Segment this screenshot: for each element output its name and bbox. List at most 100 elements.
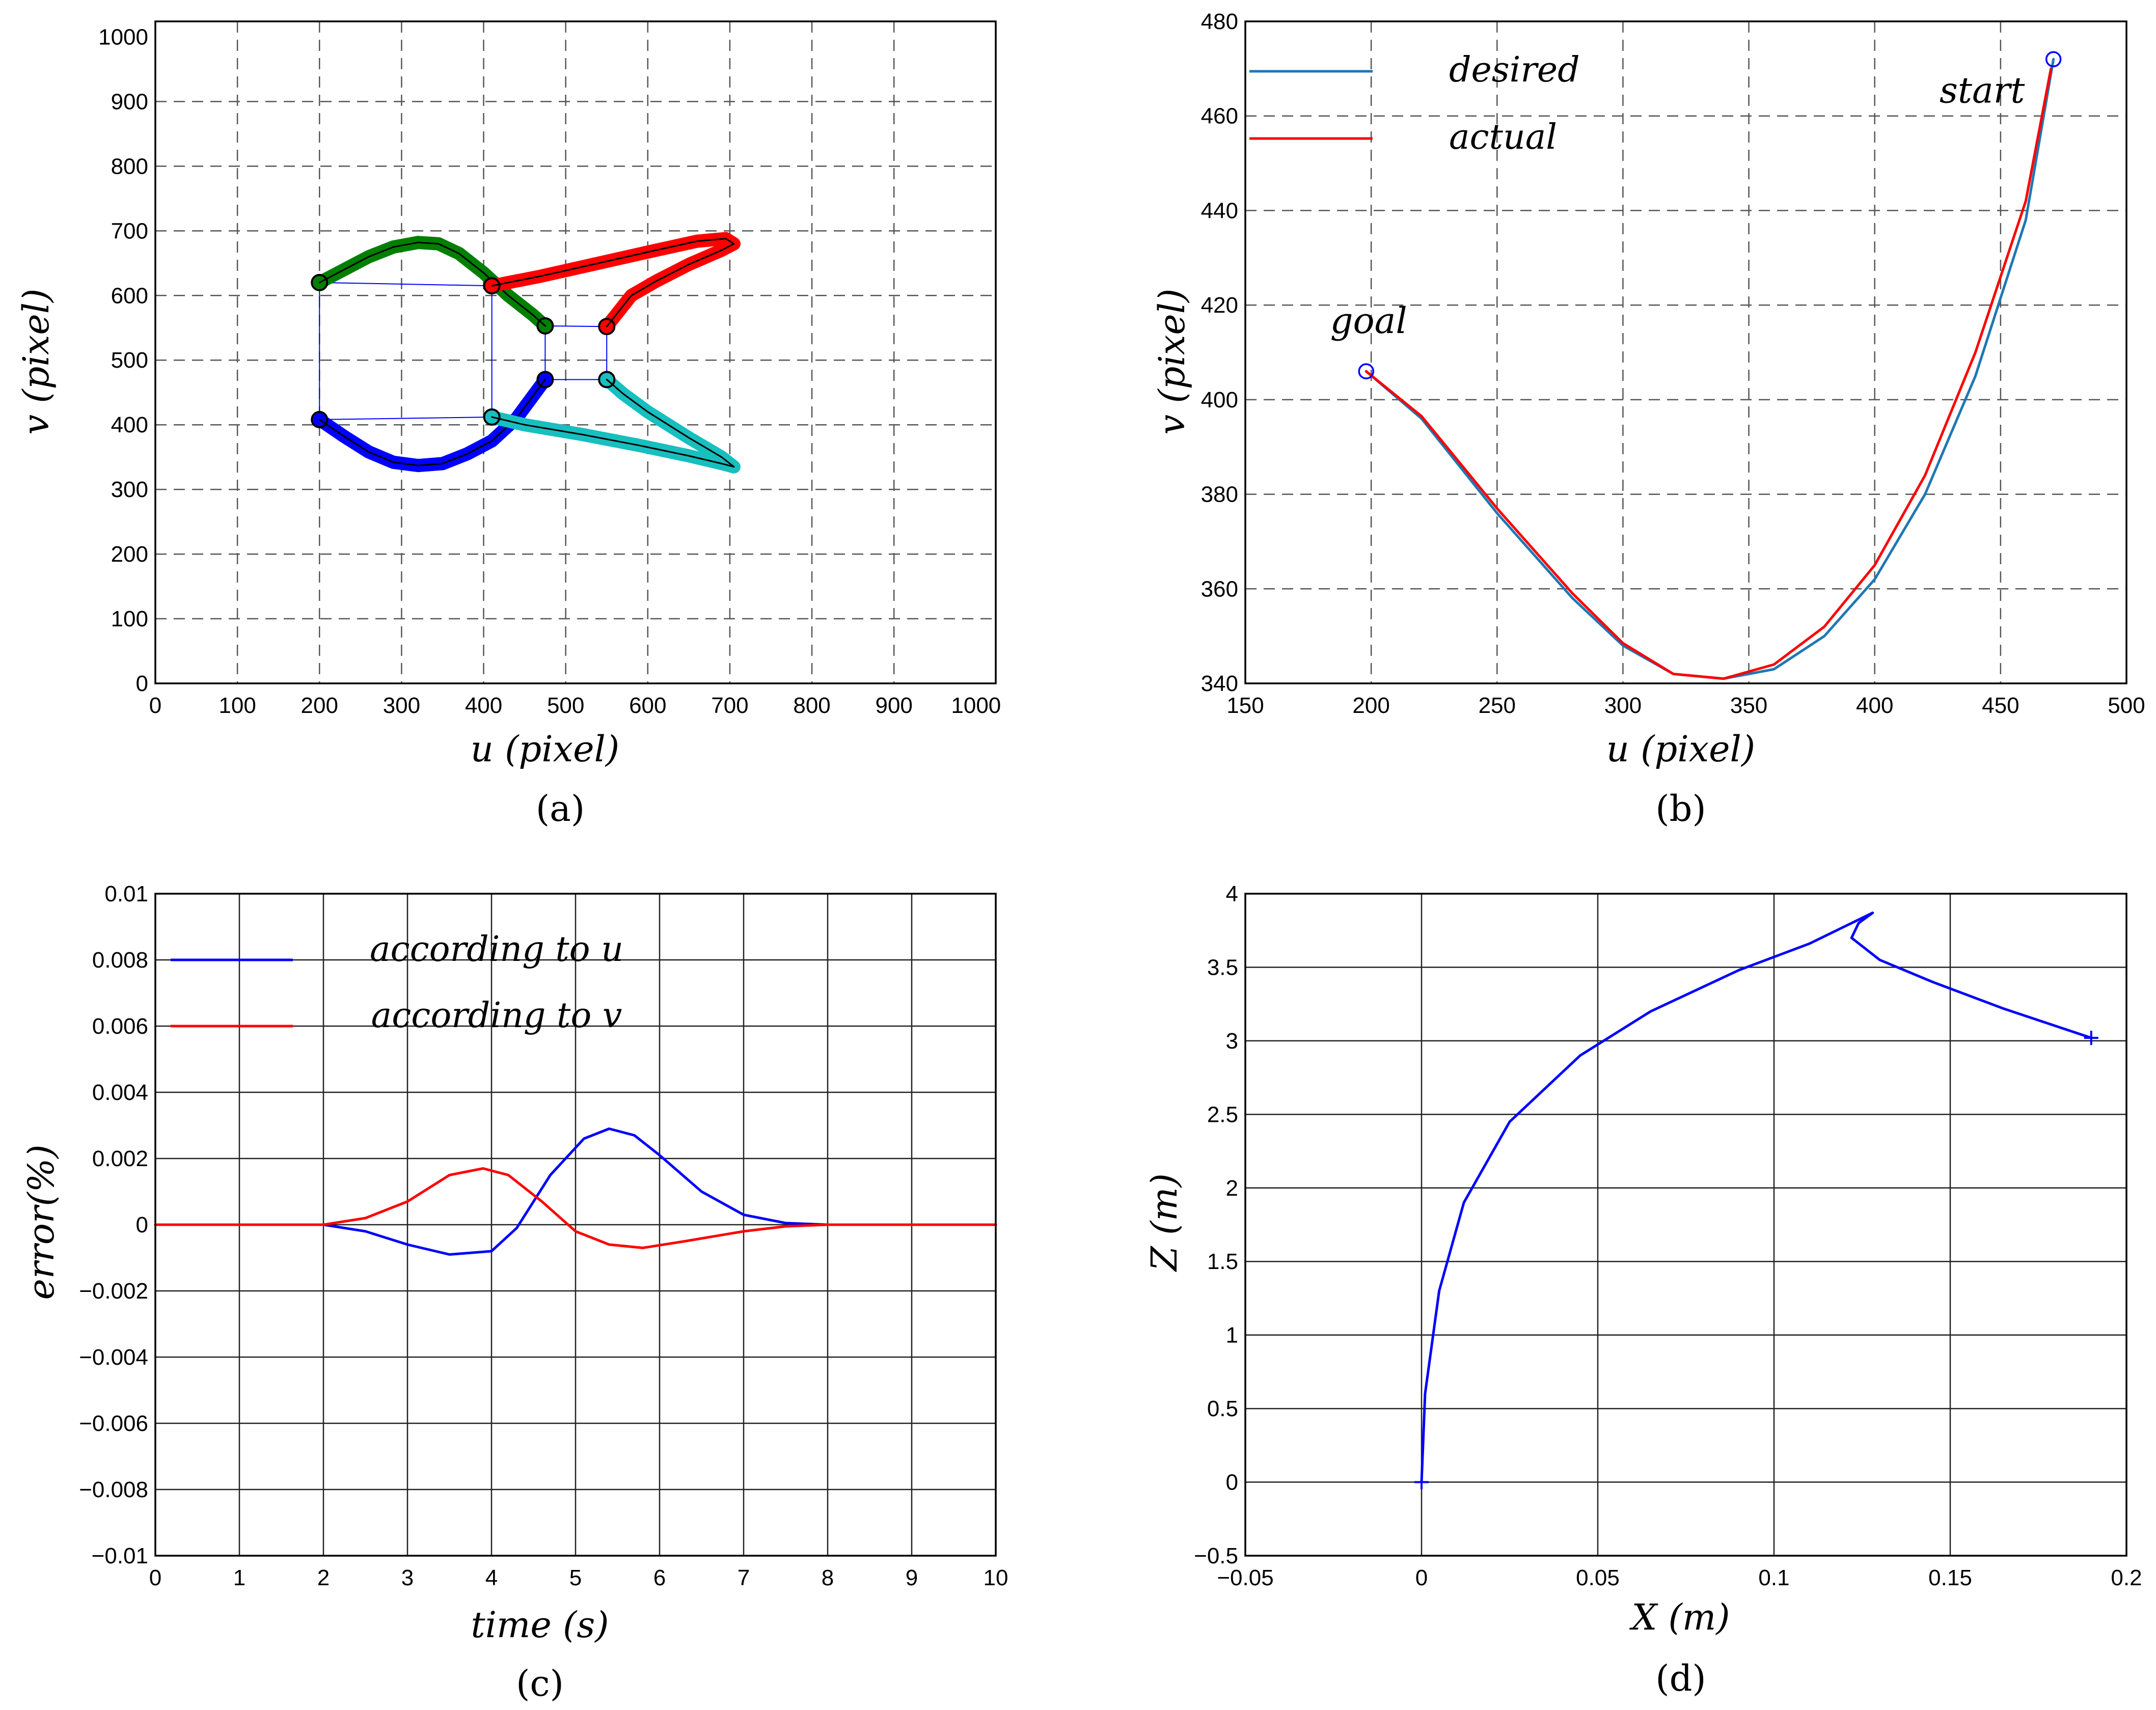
x-tick-label: 0	[149, 693, 161, 718]
plot-area	[1245, 21, 2126, 683]
x-tick-label: 400	[465, 693, 502, 718]
xlabel-d: X (m)	[1629, 1596, 1730, 1638]
trajectory-red-endpoint	[598, 318, 616, 336]
x-tick-label: 1000	[951, 693, 1001, 718]
y-tick-label: 0.004	[92, 1080, 148, 1105]
x-tick-label: 7	[738, 1565, 750, 1590]
plot-area	[155, 21, 996, 683]
x-tick-label: 400	[1856, 693, 1893, 718]
x-tick-label: 8	[822, 1565, 834, 1590]
y-tick-label: 3.5	[1207, 955, 1238, 980]
caption-b: (b)	[1655, 788, 1706, 830]
legend-label-desired: desired	[1449, 50, 1580, 90]
axes-frame	[1244, 893, 2127, 1557]
x-tick-label: 500	[547, 693, 584, 718]
ylabel-c: error(%)	[20, 1144, 62, 1300]
y-tick-label: 400	[1201, 388, 1238, 412]
plot-area	[1245, 894, 2126, 1556]
start-marker	[2045, 51, 2062, 68]
trajectory-red-core	[491, 238, 735, 327]
axes-frame	[154, 893, 997, 1557]
trajectory-blue-core	[318, 378, 546, 466]
y-tick-label: 0	[136, 671, 148, 696]
panel-c: 0 1 2 3 4 5 6 7 8 9 10 −0.01 −0.008 −0.006 −0.004 −0.00…	[20, 881, 1008, 1704]
y-tick-label: 600	[111, 283, 148, 308]
y-tick-label: −0.01	[92, 1543, 148, 1568]
caption-a: (a)	[536, 788, 585, 830]
y-tick-label: 0.5	[1207, 1396, 1238, 1421]
xlabel-c: time (s)	[471, 1604, 609, 1646]
trajectory-green-endpoint	[311, 273, 329, 291]
trajectory-cyan-endpoint	[483, 408, 501, 426]
x-tick-label: 0	[149, 1565, 161, 1590]
caption-c: (c)	[516, 1663, 564, 1704]
x-tick-label: 10	[984, 1565, 1008, 1590]
x-tick-label: 4	[485, 1565, 498, 1590]
plot-a: 0 100 200 300 400 500 600 700 800 900 1000 0 100 200 3…	[98, 20, 1001, 718]
x-tick-label: 1	[233, 1565, 245, 1590]
y-tick-label: −0.002	[79, 1279, 148, 1304]
axes-frame	[154, 20, 997, 684]
xlabel-a: u (pixel)	[471, 728, 619, 770]
axes-frame	[1244, 20, 2127, 684]
panel-a: 0 100 200 300 400 500 600 700 800 900 1000 0 100 200 3…	[15, 20, 1001, 830]
x-tick-label: 250	[1479, 693, 1516, 718]
series-trajectory	[1420, 912, 2093, 1484]
goal-label: goal	[1330, 300, 1407, 342]
x-tick-label: 3	[401, 1565, 414, 1590]
y-tick-label: 800	[111, 154, 148, 179]
y-tick-label: 100	[111, 606, 148, 631]
ylabel-d: Z (m)	[1143, 1173, 1185, 1272]
x-tick-label: 0.2	[2111, 1565, 2142, 1590]
y-tick-label: 3	[1226, 1029, 1238, 1054]
x-tick-label: 100	[219, 693, 256, 718]
x-tick-label: 300	[383, 693, 420, 718]
y-tick-label: −0.006	[79, 1411, 148, 1436]
x-tick-label: 300	[1604, 693, 1642, 718]
trajectory-red-endpoint	[483, 277, 501, 295]
x-tick-label: 200	[301, 693, 338, 718]
y-tick-label: 200	[111, 542, 148, 567]
x-tick-label: 450	[1982, 693, 2019, 718]
x-tick-label: 0	[1415, 1565, 1428, 1590]
caption-d: (d)	[1655, 1658, 1706, 1699]
y-tick-label: −0.004	[79, 1345, 148, 1370]
x-tick-label: 9	[906, 1565, 918, 1590]
x-tick-label: 700	[711, 693, 748, 718]
plot-b: 150 200 250 300 350 400 450 500 340 360 380 400 420 4…	[1201, 9, 2145, 718]
x-tick-label: 350	[1730, 693, 1767, 718]
x-tick-label: −0.05	[1217, 1565, 1273, 1590]
y-tick-label: 0	[1226, 1470, 1238, 1495]
panel-b: 150 200 250 300 350 400 450 500 340 360 380 400 420 4…	[1151, 9, 2145, 830]
trajectory-cyan-endpoint	[598, 371, 616, 389]
legend-label-actual: actual	[1449, 117, 1557, 157]
trajectory-green-core	[318, 241, 546, 327]
y-tick-label: −0.008	[79, 1477, 148, 1502]
x-tick-label: 150	[1226, 693, 1264, 718]
trajectory-green-endpoint	[536, 317, 554, 335]
start-label: start	[1940, 69, 2025, 111]
y-tick-label: 340	[1201, 671, 1238, 696]
y-tick-label: 480	[1201, 9, 1238, 34]
y-tick-label: 1	[1226, 1323, 1238, 1348]
y-tick-label: 900	[111, 89, 148, 114]
xlabel-b: u (pixel)	[1606, 728, 1755, 770]
x-tick-label: 0.05	[1576, 1565, 1620, 1590]
series-actual	[1364, 67, 2053, 680]
y-tick-label: 2	[1226, 1176, 1238, 1201]
panel-d: −0.05 0 0.05 0.1 0.15 0.2 −0.5 0 0.5 1 1.5 2 2.5 3 3.5…	[1143, 881, 2142, 1699]
series-desired	[1364, 58, 2055, 680]
y-tick-label: 2.5	[1207, 1102, 1238, 1127]
goal-marker	[1358, 363, 1375, 379]
legend-label-1: according to v	[371, 996, 622, 1036]
trajectory-blue-endpoint	[536, 371, 554, 389]
y-tick-label: 0.01	[104, 881, 148, 906]
y-tick-label: 440	[1201, 198, 1238, 223]
y-tick-label: 300	[111, 477, 148, 502]
x-tick-label: 600	[629, 693, 666, 718]
y-tick-label: 400	[111, 412, 148, 437]
y-tick-label: 700	[111, 218, 148, 243]
y-tick-label: 460	[1201, 104, 1238, 129]
x-tick-label: 900	[875, 693, 912, 718]
